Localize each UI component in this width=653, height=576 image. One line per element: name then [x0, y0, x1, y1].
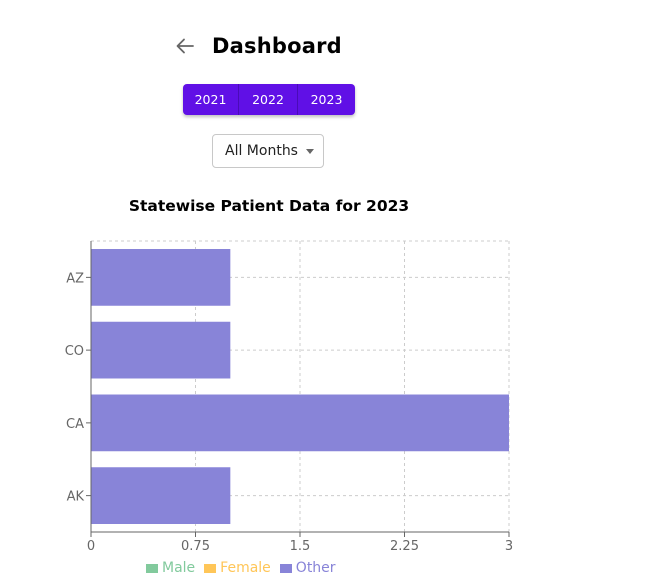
bar-ak-other[interactable] [91, 467, 231, 524]
bar-ca-other[interactable] [91, 394, 509, 452]
x-tick-label: 1.5 [290, 539, 311, 554]
legend-item-male[interactable]: Male [146, 560, 195, 576]
chart-legend: Male Female Other [146, 560, 345, 576]
y-tick-label: CO [65, 344, 84, 359]
caret-down-icon [305, 148, 314, 154]
bar-az-other[interactable] [91, 249, 231, 306]
legend-item-female[interactable]: Female [204, 560, 271, 576]
legend-swatch-other [279, 563, 292, 573]
x-tick-label: 3 [505, 539, 513, 554]
back-button[interactable] [174, 35, 196, 57]
y-tick-label: AZ [66, 271, 84, 286]
chart-axes: AZ CO CA AK 0 0.75 1.5 2.25 3 [65, 241, 513, 554]
year-2021-button[interactable]: 2021 [183, 84, 239, 115]
legend-item-other[interactable]: Other [279, 560, 336, 576]
x-tick-label: 0 [87, 539, 95, 554]
x-tick-label: 2.25 [390, 539, 419, 554]
year-2022-button[interactable]: 2022 [239, 84, 298, 115]
chart-bars [91, 249, 509, 524]
month-select-value: All Months [225, 143, 298, 159]
bar-co-other[interactable] [91, 321, 231, 379]
year-2023-button[interactable]: 2023 [310, 92, 343, 107]
y-tick-label: AK [67, 490, 85, 505]
chart-title: Statewise Patient Data for 2023 [128, 197, 410, 215]
legend-swatch-male [146, 563, 158, 573]
y-tick-label: CA [66, 417, 84, 432]
x-tick-label: 0.75 [181, 539, 210, 554]
arrow-left-icon [176, 38, 194, 54]
page-title: Dashboard [212, 34, 342, 58]
month-select[interactable]: All Months [212, 134, 324, 168]
year-button-group: 2021 2022 2023 [183, 84, 355, 115]
page-header: Dashboard [174, 34, 342, 58]
legend-swatch-female [204, 563, 217, 573]
